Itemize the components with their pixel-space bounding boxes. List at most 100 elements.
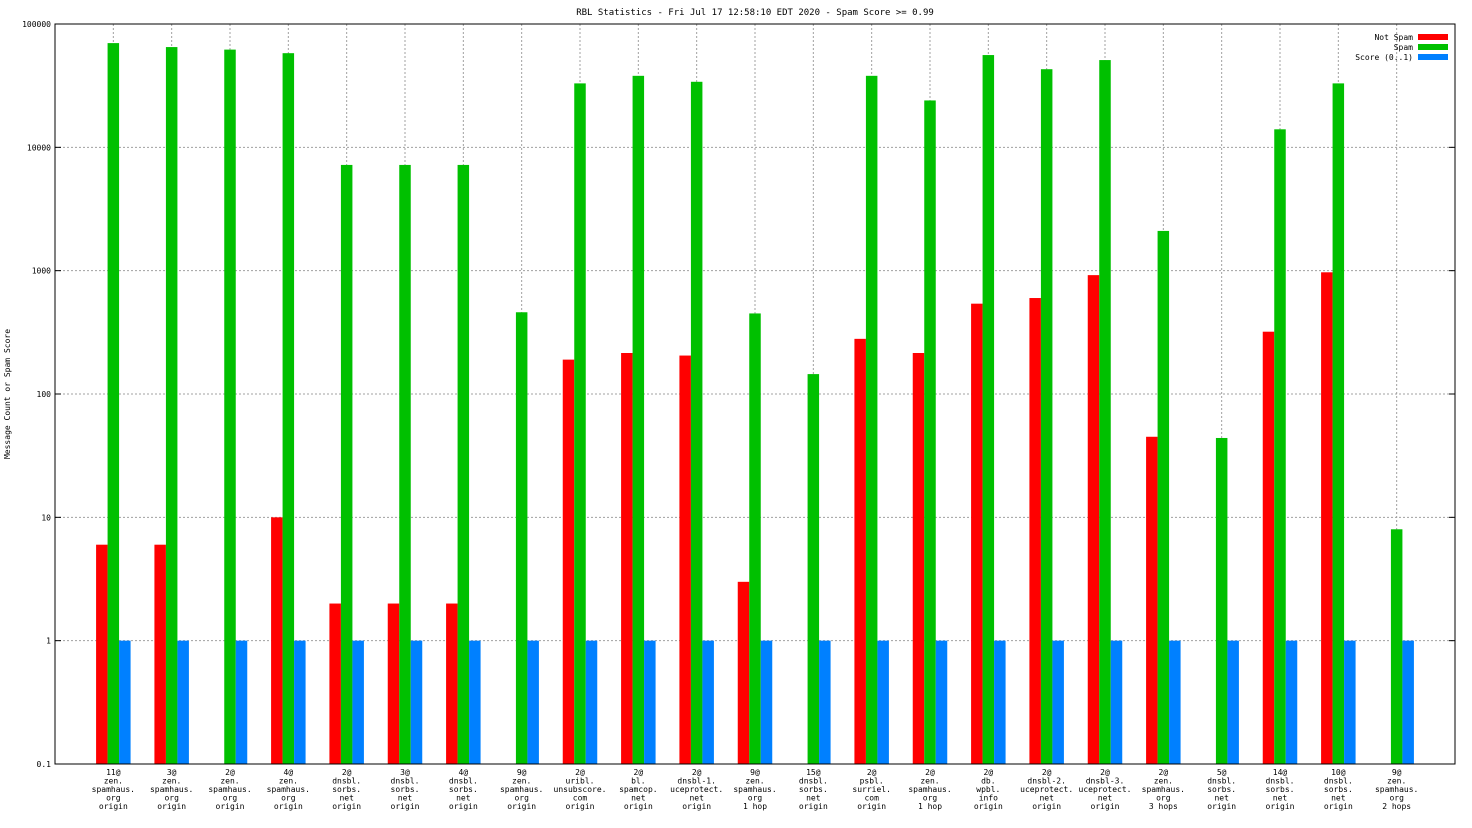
bar xyxy=(271,517,283,764)
x-tick-label-line: dnsbl. xyxy=(1324,777,1353,786)
legend-swatch xyxy=(1418,34,1448,40)
x-tick-label-line: net xyxy=(1273,794,1288,803)
y-tick-label: 100000 xyxy=(22,20,51,29)
bar xyxy=(340,164,353,765)
bars xyxy=(96,43,1414,765)
x-tick-label-line: origin xyxy=(332,802,361,811)
x-tick-label-line: net xyxy=(631,794,646,803)
x-tick-label-line: 5@ xyxy=(1217,768,1227,777)
x-tick-label-line: surriel. xyxy=(852,785,891,794)
x-tick-label: 9@ zen. spamhaus. org 1 hop xyxy=(733,768,776,811)
x-tick-label-line: org xyxy=(514,794,529,803)
x-tick-label-line: spamhaus. xyxy=(150,785,193,794)
x-tick-label-line: 4@ xyxy=(284,768,294,777)
x-tick-label-line: spamhaus. xyxy=(267,785,310,794)
bar xyxy=(924,100,936,764)
x-tick-label-line: origin xyxy=(566,802,595,811)
x-tick-label-line: zen. xyxy=(1387,777,1406,786)
x-tick-label-line: db. xyxy=(981,777,995,786)
x-tick-label-line: org xyxy=(223,794,238,803)
bar xyxy=(1052,640,1064,764)
bar xyxy=(1157,230,1170,765)
bar xyxy=(96,544,108,764)
x-tick-label: 14@ dnsbl. sorbs. net origin xyxy=(1266,768,1295,811)
bar xyxy=(760,640,773,764)
x-tick-label-line: 14@ xyxy=(1273,768,1288,777)
bar xyxy=(1321,272,1333,764)
x-tick-label-line: 2 hops xyxy=(1382,802,1411,811)
x-tick-label-line: spamhaus. xyxy=(1142,785,1185,794)
x-tick-label-line: 2@ xyxy=(342,768,352,777)
bar xyxy=(679,355,691,764)
x-tick-label-line: 11@ xyxy=(106,768,121,777)
x-tick-label-line: org xyxy=(164,794,179,803)
x-tick-label-line: 2@ xyxy=(984,768,994,777)
x-tick-label-line: origin xyxy=(1324,802,1353,811)
x-tick-label-line: 9@ xyxy=(1392,768,1402,777)
x-tick-label-line: zen. xyxy=(162,777,181,786)
x-tick-label-line: info xyxy=(979,794,998,803)
bar xyxy=(749,313,761,764)
x-tick-label-line: 2@ xyxy=(867,768,877,777)
x-tick-label: 11@ zen. spamhaus. org origin xyxy=(92,768,135,811)
x-tick-label-line: zen. xyxy=(104,777,123,786)
x-tick-label-line: origin xyxy=(99,802,128,811)
bar xyxy=(632,75,645,765)
bar xyxy=(737,581,750,764)
bar xyxy=(690,81,703,765)
x-tick-label-line: net xyxy=(1331,794,1346,803)
bar xyxy=(1274,129,1286,764)
x-tick-label: 4@ dnsbl. sorbs. net origin xyxy=(449,768,478,811)
legend-label: Spam xyxy=(1394,43,1413,52)
y-tick-label: 100 xyxy=(37,390,52,399)
x-tick-label: 2@ zen. spamhaus. org 3 hops xyxy=(1142,768,1185,811)
x-tick-label: 9@ zen. spamhaus. org origin xyxy=(500,768,543,811)
x-tick-label-line: net xyxy=(398,794,413,803)
bar xyxy=(119,640,131,764)
x-tick-label: 2@ zen. spamhaus. org origin xyxy=(208,768,251,811)
bar xyxy=(935,640,948,764)
x-tick-label-line: dnsbl. xyxy=(449,777,478,786)
x-tick-label-line: spamhaus. xyxy=(908,785,951,794)
bar xyxy=(574,83,586,764)
x-tick-label-line: 2@ xyxy=(1100,768,1110,777)
x-tick-label-line: uceprotect. xyxy=(1020,785,1073,794)
x-tick-label-line: 10@ xyxy=(1331,768,1346,777)
x-tick-label-line: origin xyxy=(157,802,186,811)
x-tick-label: 15@ dnsbl. sorbs. net origin xyxy=(799,768,828,811)
bar xyxy=(971,303,983,764)
x-tick-label-line: zen. xyxy=(745,777,764,786)
x-tick-label: 2@ dnsbl-3. uceprotect. net origin xyxy=(1079,768,1132,811)
bar xyxy=(877,640,889,764)
x-tick-label-line: 3@ xyxy=(167,768,177,777)
bar xyxy=(352,640,364,764)
x-tick-label-line: zen. xyxy=(279,777,298,786)
plot-frame xyxy=(54,23,1456,765)
x-tick-label-line: dnsbl. xyxy=(799,777,828,786)
x-tick-label: 3@ zen. spamhaus. org origin xyxy=(150,768,193,811)
bar xyxy=(527,640,539,764)
x-tick-label-line: net xyxy=(456,794,471,803)
bar xyxy=(457,164,470,765)
bar xyxy=(1390,529,1403,764)
bar xyxy=(399,164,411,765)
x-tick-label-line: origin xyxy=(857,802,886,811)
bar xyxy=(515,312,528,764)
x-tick-label-line: spamhaus. xyxy=(92,785,135,794)
x-tick-label: 2@ zen. spamhaus. org 1 hop xyxy=(908,768,951,811)
y-axis-label: Message Count or Spam Score xyxy=(3,329,12,459)
y-tick-labels: 0.1 1 10 100 1000 10000 100000 xyxy=(22,20,51,769)
bar xyxy=(1227,640,1239,764)
x-tick-label-line: org xyxy=(106,794,121,803)
bar xyxy=(1285,640,1298,764)
x-tick-label-line: org xyxy=(923,794,938,803)
bar xyxy=(446,603,458,764)
x-tick-label-line: 15@ xyxy=(806,768,821,777)
x-tick-label-line: sorbs. xyxy=(1266,785,1295,794)
bar xyxy=(1040,69,1053,764)
x-tick-label-line: zen. xyxy=(920,777,939,786)
bar xyxy=(1215,437,1228,764)
x-tick-label: 9@ zen. spamhaus. org 2 hops xyxy=(1375,768,1418,811)
